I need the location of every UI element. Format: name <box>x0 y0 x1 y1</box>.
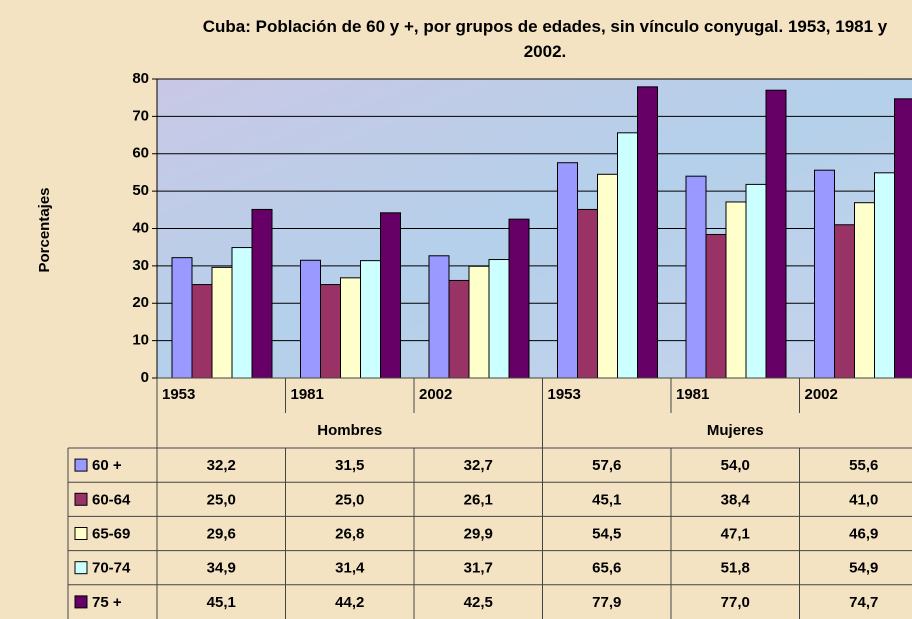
bar <box>211 266 233 379</box>
y-tick-label: 40 <box>132 219 149 236</box>
bar <box>705 233 727 379</box>
y-tick-label: 60 <box>132 145 149 162</box>
table-value: 51,8 <box>721 560 750 577</box>
bar <box>320 284 341 379</box>
bar <box>834 224 855 379</box>
table-value: 77,0 <box>721 594 750 611</box>
bar <box>745 183 767 379</box>
table-value: 44,2 <box>335 594 364 611</box>
bar <box>171 257 193 379</box>
legend-label: 65-69 <box>92 525 130 542</box>
table-value: 54,0 <box>721 457 750 474</box>
bar <box>637 86 658 379</box>
category-label: 2002 <box>419 386 452 403</box>
table-value: 46,9 <box>849 525 878 542</box>
bar <box>557 162 578 379</box>
bar <box>300 259 321 379</box>
legend-label: 70-74 <box>92 560 131 577</box>
table-value: 31,7 <box>464 560 493 577</box>
table-value: 38,4 <box>721 491 751 508</box>
bar <box>340 277 361 379</box>
y-tick-label: 80 <box>132 70 149 87</box>
bar <box>251 208 273 379</box>
table-value: 29,6 <box>207 525 236 542</box>
bar <box>360 260 381 379</box>
bar <box>577 208 598 379</box>
category-label: 1953 <box>162 386 195 403</box>
bar <box>617 132 638 379</box>
legend-swatch <box>74 527 88 540</box>
bar <box>597 173 618 379</box>
bar <box>685 175 707 379</box>
table-value: 45,1 <box>592 491 621 508</box>
table-value: 31,4 <box>335 560 365 577</box>
bar <box>765 89 787 379</box>
table-value: 42,5 <box>464 594 493 611</box>
legend-swatch <box>74 595 88 609</box>
legend-label: 60-64 <box>92 491 131 508</box>
y-tick-label: 70 <box>132 107 149 124</box>
table-value: 45,1 <box>207 594 236 611</box>
bar <box>468 265 490 379</box>
table-value: 32,7 <box>464 457 493 474</box>
table-value: 47,1 <box>721 525 750 542</box>
y-axis-label: Porcentajes <box>36 187 53 272</box>
bar <box>725 201 747 379</box>
group-label: Hombres <box>317 422 382 439</box>
bar <box>874 172 895 379</box>
bar <box>894 98 912 379</box>
table-value: 32,2 <box>207 457 236 474</box>
category-label: 2002 <box>805 386 838 403</box>
legend-label: 75 + <box>92 594 122 611</box>
chart-title: Cuba: Población de 60 y +, por grupos de… <box>202 17 888 61</box>
bar <box>428 255 450 379</box>
table-value: 31,5 <box>335 457 364 474</box>
table-value: 54,5 <box>592 525 621 542</box>
y-tick-label: 10 <box>132 332 149 349</box>
legend-label: 60 + <box>92 457 122 474</box>
y-tick-label: 20 <box>132 294 149 311</box>
table-value: 25,0 <box>335 491 364 508</box>
table-value: 29,9 <box>464 525 493 542</box>
table-value: 55,6 <box>849 457 878 474</box>
table-value: 65,6 <box>592 560 621 577</box>
table-value: 57,6 <box>592 457 621 474</box>
y-tick-label: 0 <box>141 369 149 386</box>
legend-swatch <box>74 561 88 575</box>
legend-swatch <box>74 458 88 472</box>
y-tick-label: 50 <box>132 182 149 199</box>
category-label: 1981 <box>291 386 324 403</box>
table-value: 25,0 <box>207 491 236 508</box>
y-tick-label: 30 <box>132 257 149 274</box>
table-value: 26,1 <box>464 491 493 508</box>
bar <box>380 212 401 379</box>
category-label: 1953 <box>548 386 581 403</box>
bar <box>488 259 510 379</box>
table-value: 54,9 <box>849 560 878 577</box>
bar <box>814 169 835 379</box>
bar <box>448 279 470 379</box>
bar <box>231 247 253 379</box>
category-label: 1981 <box>676 386 709 403</box>
table-value: 26,8 <box>335 525 364 542</box>
legend-swatch <box>74 492 88 506</box>
table-value: 74,7 <box>849 594 878 611</box>
group-label: Mujeres <box>707 422 764 439</box>
table-value: 77,9 <box>592 594 621 611</box>
table-value: 41,0 <box>849 491 878 508</box>
bar <box>508 218 530 379</box>
bar <box>854 202 875 379</box>
table-value: 34,9 <box>207 560 236 577</box>
bar <box>191 284 213 379</box>
